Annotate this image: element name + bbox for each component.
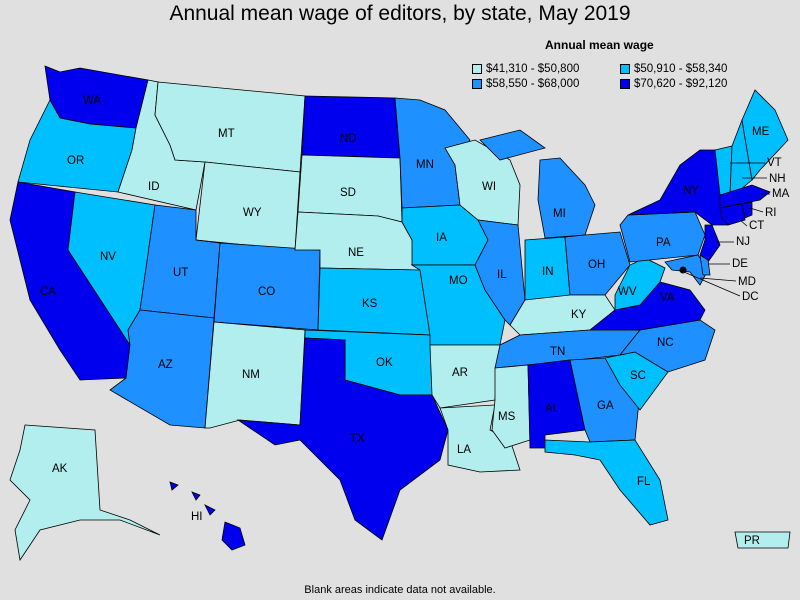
label-ga: GA xyxy=(597,400,614,412)
label-ri: RI xyxy=(765,207,777,219)
legend-item-4: $70,620 - $92,120 xyxy=(620,78,727,90)
state-ar[interactable] xyxy=(429,344,501,409)
legend-swatch-1 xyxy=(472,64,482,74)
label-la: LA xyxy=(457,444,471,456)
state-me[interactable] xyxy=(741,89,789,181)
label-or: OR xyxy=(67,155,84,167)
legend-swatch-3 xyxy=(472,79,482,89)
label-me: ME xyxy=(752,126,770,138)
label-hi: HI xyxy=(191,511,203,523)
state-ct[interactable] xyxy=(719,203,746,226)
label-nc: NC xyxy=(657,337,674,349)
state-nd[interactable] xyxy=(301,95,401,159)
label-ky: KY xyxy=(571,309,587,321)
state-wv[interactable] xyxy=(614,257,666,311)
label-ms: MS xyxy=(498,411,516,423)
state-tx[interactable] xyxy=(236,337,449,541)
state-ma[interactable] xyxy=(719,184,771,209)
state-pr[interactable] xyxy=(734,531,791,549)
state-nh[interactable] xyxy=(729,118,753,196)
label-fl: FL xyxy=(637,476,651,488)
label-nh: NH xyxy=(769,173,786,185)
label-tx: TX xyxy=(350,433,365,445)
state-ak[interactable] xyxy=(9,424,161,562)
label-oh: OH xyxy=(588,259,605,271)
legend-title: Annual mean wage xyxy=(545,38,654,52)
legend-swatch-2 xyxy=(620,64,630,74)
state-il[interactable] xyxy=(474,219,526,326)
label-ak: AK xyxy=(52,463,68,475)
state-ms[interactable] xyxy=(491,364,531,449)
label-ct: CT xyxy=(749,220,764,232)
label-sd: SD xyxy=(340,187,356,199)
legend-swatch-4 xyxy=(620,79,630,89)
state-mt[interactable] xyxy=(154,81,306,173)
state-ri[interactable] xyxy=(741,201,753,219)
label-mi: MI xyxy=(553,208,566,220)
label-ut: UT xyxy=(173,267,188,279)
label-md: MD xyxy=(738,276,756,288)
legend-item-1: $41,310 - $50,800 xyxy=(472,63,579,75)
label-nv: NV xyxy=(100,251,116,263)
label-wa: WA xyxy=(83,95,101,107)
label-vt: VT xyxy=(767,157,782,169)
footnote: Blank areas indicate data not available. xyxy=(304,584,496,596)
legend-label-4: $70,620 - $92,120 xyxy=(634,78,728,90)
label-ma: MA xyxy=(772,188,790,200)
label-ny: NY xyxy=(683,185,699,197)
legend-item-3: $58,550 - $68,000 xyxy=(472,78,579,90)
label-dc: DC xyxy=(742,291,759,303)
map-title: Annual mean wage of editors, by state, M… xyxy=(169,2,631,25)
label-sc: SC xyxy=(630,370,646,382)
state-dc[interactable] xyxy=(679,266,687,274)
label-ne: NE xyxy=(348,247,364,259)
label-ca: CA xyxy=(40,286,56,298)
label-ks: KS xyxy=(362,298,378,310)
label-nd: ND xyxy=(340,133,357,145)
legend-label-3: $58,550 - $68,000 xyxy=(486,78,580,90)
label-nm: NM xyxy=(242,369,260,381)
label-co: CO xyxy=(258,286,275,298)
label-ia: IA xyxy=(436,232,447,244)
label-wy: WY xyxy=(243,207,262,219)
label-nj: NJ xyxy=(736,236,750,248)
label-mn: MN xyxy=(416,159,434,171)
label-wv: WV xyxy=(618,286,637,298)
state-wy[interactable] xyxy=(195,161,301,251)
legend-item-2: $50,910 - $58,340 xyxy=(620,63,727,75)
state-mi[interactable] xyxy=(479,129,596,239)
label-id: ID xyxy=(148,181,160,193)
state-hi[interactable] xyxy=(169,481,246,551)
leader-lines xyxy=(683,162,770,297)
legend-label-2: $50,910 - $58,340 xyxy=(634,63,728,75)
state-de[interactable] xyxy=(699,254,711,276)
label-mo: MO xyxy=(449,275,468,287)
label-pr: PR xyxy=(744,535,760,547)
label-al: AL xyxy=(545,403,560,415)
label-mt: MT xyxy=(218,128,235,140)
label-wi: WI xyxy=(482,181,496,193)
label-de: DE xyxy=(732,258,748,270)
label-il: IL xyxy=(497,269,507,281)
label-in: IN xyxy=(542,266,554,278)
label-tn: TN xyxy=(550,346,565,358)
label-va: VA xyxy=(660,292,675,304)
label-ok: OK xyxy=(376,357,393,369)
state-fl[interactable] xyxy=(544,439,669,526)
legend-label-1: $41,310 - $50,800 xyxy=(486,63,580,75)
label-pa: PA xyxy=(656,237,671,249)
label-az: AZ xyxy=(158,359,173,371)
label-ar: AR xyxy=(452,367,468,379)
